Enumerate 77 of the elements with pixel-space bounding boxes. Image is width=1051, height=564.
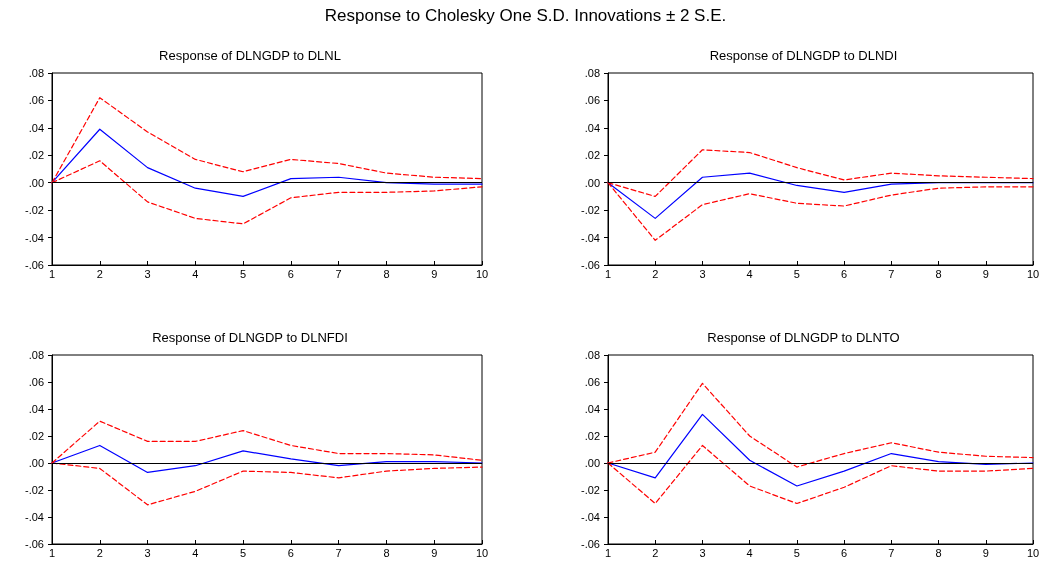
y-tick-label: .00 <box>28 176 44 189</box>
y-tick-label: -.06 <box>581 259 600 271</box>
x-tick-label: 10 <box>1026 546 1040 559</box>
x-tick-label: 5 <box>240 546 247 559</box>
y-tick-label: .04 <box>28 403 44 415</box>
x-tick-label: 4 <box>746 267 753 280</box>
x-tick-label: 7 <box>335 267 342 280</box>
x-tick-label: 6 <box>287 267 294 280</box>
y-tick-label: -.04 <box>25 511 44 523</box>
y-tick-label: .00 <box>584 176 600 189</box>
y-tick-label: .08 <box>28 349 44 361</box>
y-tick-label: .06 <box>584 94 600 107</box>
x-tick-label: 8 <box>383 546 390 559</box>
x-tick-label: 9 <box>982 546 989 559</box>
x-tick-label: 10 <box>475 267 489 280</box>
y-tick-label: .04 <box>584 121 600 134</box>
chart-subtitle: Response of DLNGDP to DLNL <box>159 48 341 63</box>
x-tick-label: 1 <box>604 267 612 280</box>
x-tick-label: 7 <box>335 546 342 559</box>
y-tick-label: -.06 <box>25 538 44 550</box>
x-tick-label: 2 <box>96 267 103 280</box>
chart-subtitle: Response of DLNGDP to DLNDI <box>709 48 898 63</box>
y-tick-label: .02 <box>584 430 600 442</box>
x-tick-label: 6 <box>841 546 848 559</box>
x-tick-label: 3 <box>699 267 706 280</box>
y-tick-label: -.04 <box>25 231 44 244</box>
y-tick-label: .02 <box>28 149 44 162</box>
y-tick-label: .06 <box>28 376 44 388</box>
y-tick-label: .04 <box>28 121 44 134</box>
x-tick-label: 5 <box>793 546 800 559</box>
y-tick-label: -.02 <box>25 204 44 217</box>
y-tick-label: -.06 <box>25 259 44 271</box>
x-tick-label: 5 <box>793 267 800 280</box>
y-tick-label: -.02 <box>581 484 600 496</box>
x-tick-label: 5 <box>240 267 247 280</box>
y-tick-label: .02 <box>28 430 44 442</box>
x-tick-label: 3 <box>144 267 151 280</box>
x-tick-label: 10 <box>475 546 489 559</box>
x-tick-label: 6 <box>287 546 294 559</box>
y-tick-label: .04 <box>584 403 600 415</box>
text: Response to Cholesky One S.D. Innovations ± 2 S.E. <box>323 6 728 26</box>
y-tick-label: .02 <box>584 149 600 162</box>
x-tick-label: 6 <box>841 267 848 280</box>
x-tick-label: 2 <box>96 546 103 559</box>
x-tick-label: 8 <box>935 267 942 280</box>
x-tick-label: 9 <box>431 267 438 280</box>
y-tick-label: .08 <box>584 67 600 79</box>
x-tick-label: 10 <box>1026 267 1040 280</box>
x-tick-label: 8 <box>935 546 942 559</box>
x-tick-label: 9 <box>982 267 989 280</box>
x-tick-label: 7 <box>888 267 895 280</box>
y-tick-label: -.04 <box>581 231 600 244</box>
x-tick-label: 1 <box>48 546 56 559</box>
y-tick-label: -.02 <box>581 204 600 217</box>
y-tick-label: .08 <box>584 349 600 361</box>
y-tick-label: -.06 <box>581 538 600 550</box>
x-tick-label: 3 <box>699 546 706 559</box>
x-tick-label: 1 <box>604 546 612 559</box>
x-tick-label: 2 <box>652 267 659 280</box>
chart-subtitle: Response of DLNGDP to DLNFDI <box>152 330 348 345</box>
chart-subtitle: Response of DLNGDP to DLNTO <box>707 330 900 345</box>
x-tick-label: 7 <box>888 546 895 559</box>
y-tick-label: .06 <box>28 94 44 107</box>
x-tick-label: 4 <box>746 546 753 559</box>
x-tick-label: 8 <box>383 267 390 280</box>
y-tick-label: .00 <box>28 457 44 469</box>
y-tick-label: .06 <box>584 376 600 388</box>
x-tick-label: 3 <box>144 546 151 559</box>
y-tick-label: -.02 <box>25 484 44 496</box>
x-tick-label: 1 <box>48 267 56 280</box>
y-tick-label: .00 <box>584 457 600 469</box>
y-tick-label: .08 <box>28 67 44 79</box>
x-tick-label: 4 <box>192 546 199 559</box>
x-tick-label: 2 <box>652 546 659 559</box>
x-tick-label: 9 <box>431 546 438 559</box>
x-tick-label: 4 <box>192 267 199 280</box>
y-tick-label: -.04 <box>581 511 600 523</box>
